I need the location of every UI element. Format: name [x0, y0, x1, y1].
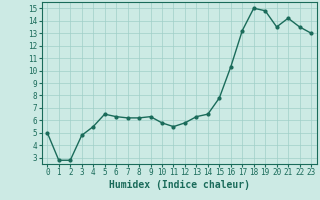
- X-axis label: Humidex (Indice chaleur): Humidex (Indice chaleur): [109, 180, 250, 190]
